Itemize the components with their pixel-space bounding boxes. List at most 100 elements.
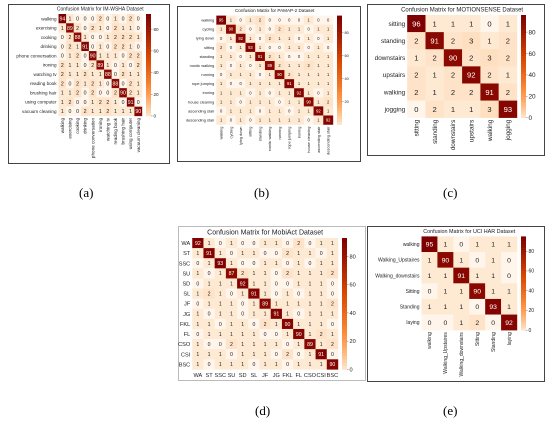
heatmap-cell (104, 51, 112, 61)
heatmap-cell (119, 23, 128, 33)
cell-value: 1 (491, 273, 495, 280)
heatmap-cell (58, 23, 67, 33)
colorbar-segment (146, 24, 151, 28)
colorbar-segment (146, 54, 151, 58)
cell-value: 89 (262, 302, 268, 308)
heatmap-cell (73, 69, 82, 80)
x-tick-label: JG (273, 373, 280, 379)
cell-value: 1 (309, 312, 312, 318)
heatmap-cell (453, 267, 470, 284)
heatmap-cell (192, 318, 204, 330)
heatmap-cell (226, 33, 236, 44)
cell-value: 0 (264, 332, 267, 338)
cell-value: 1 (259, 27, 262, 32)
cell-value: 89 (268, 63, 273, 68)
heatmap-cell (134, 41, 143, 52)
cell-value: 92 (240, 281, 246, 287)
colorbar-segment (342, 329, 347, 334)
heatmap-cell (255, 33, 266, 44)
cell-value: 0 (76, 100, 79, 106)
cell-value: 0 (230, 352, 233, 358)
colorbar-segment (337, 78, 342, 82)
heatmap-cell (270, 298, 283, 309)
x-tick-label: walking (427, 332, 433, 349)
heatmap-cell (248, 359, 260, 370)
heatmap-cell (73, 51, 82, 61)
cell-value: 1 (491, 289, 495, 296)
heatmap-cell (264, 106, 275, 116)
heatmap-cell (126, 69, 135, 80)
caption-b: (b) (254, 185, 270, 200)
heatmap-cell (501, 267, 518, 284)
heatmap-cell (264, 97, 275, 107)
cell-value: 1 (288, 36, 291, 41)
cell-value: 2 (320, 332, 323, 338)
heatmap-cell (58, 78, 67, 89)
heatmap-cell (281, 248, 294, 259)
cell-value: 1 (230, 281, 233, 287)
heatmap-cell (66, 97, 74, 107)
cell-value: 1 (320, 271, 323, 277)
cell-value: 1 (76, 72, 79, 78)
colorbar-segment (146, 105, 151, 109)
x-tick-label: JF (262, 373, 269, 379)
cell-value: 1 (241, 332, 244, 338)
cell-value: 1 (264, 342, 267, 348)
cell-value: 93 (489, 304, 497, 311)
cell-value: 1 (269, 108, 272, 113)
heatmap-cell (245, 70, 256, 80)
cell-value: 1 (278, 90, 281, 95)
colorbar-segment (521, 81, 526, 85)
cell-value: 0 (286, 342, 289, 348)
cell-value: 1 (99, 72, 102, 78)
cell-value: 1 (309, 291, 312, 297)
cell-value: 0 (230, 251, 233, 257)
cell-value: 0 (331, 352, 334, 358)
cell-value: 0 (275, 332, 278, 338)
heatmap-cell (304, 339, 316, 350)
cell-value: 1 (241, 322, 244, 328)
heatmap-cell (294, 97, 305, 107)
heatmap-cell (485, 283, 502, 300)
cell-value: 89 (67, 26, 73, 32)
heatmap-cell (323, 60, 334, 71)
cell-value: 91 (273, 312, 279, 318)
cell-value: 1 (264, 241, 267, 247)
heatmap-cell (96, 106, 105, 117)
colorbar-segment (342, 316, 347, 321)
colorbar-segment (342, 277, 347, 282)
heatmap-cell (421, 236, 438, 253)
x-tick-label: watching tv (105, 117, 110, 141)
cell-value: 1 (106, 63, 109, 69)
cell-value: 0 (297, 291, 300, 297)
heatmap-cell (270, 248, 283, 259)
colorbar-segment (337, 56, 342, 60)
cell-value: 1 (298, 45, 301, 50)
heatmap-cell (192, 339, 204, 350)
cell-value: 1 (114, 54, 117, 60)
cell-value: 0 (196, 261, 199, 267)
y-tick-label: ST (183, 251, 191, 257)
heatmap-cell (255, 15, 266, 25)
cell-value: 1 (309, 251, 312, 257)
cell-value: 1 (196, 312, 199, 318)
colorbar-segment (521, 50, 526, 54)
heatmap-cell (192, 258, 204, 269)
heatmap-cell (274, 60, 285, 71)
heatmap-cell (304, 349, 316, 360)
y-tick-label: vacuum cleaning (22, 109, 57, 114)
heatmap-cell (326, 328, 339, 340)
colorbar-segment (337, 97, 342, 101)
cell-value: 1 (196, 362, 199, 368)
heatmap-cell (425, 83, 444, 101)
heatmap-cell (216, 97, 227, 107)
heatmap-cell (323, 88, 334, 98)
heatmap-cell (245, 88, 256, 98)
x-tick-label: SL (250, 373, 257, 379)
heatmap-cell (245, 79, 256, 89)
cell-value: 2 (76, 26, 79, 32)
colorbar-segment (521, 264, 526, 268)
colorbar-segment (337, 23, 342, 27)
heatmap-cell (96, 60, 105, 70)
